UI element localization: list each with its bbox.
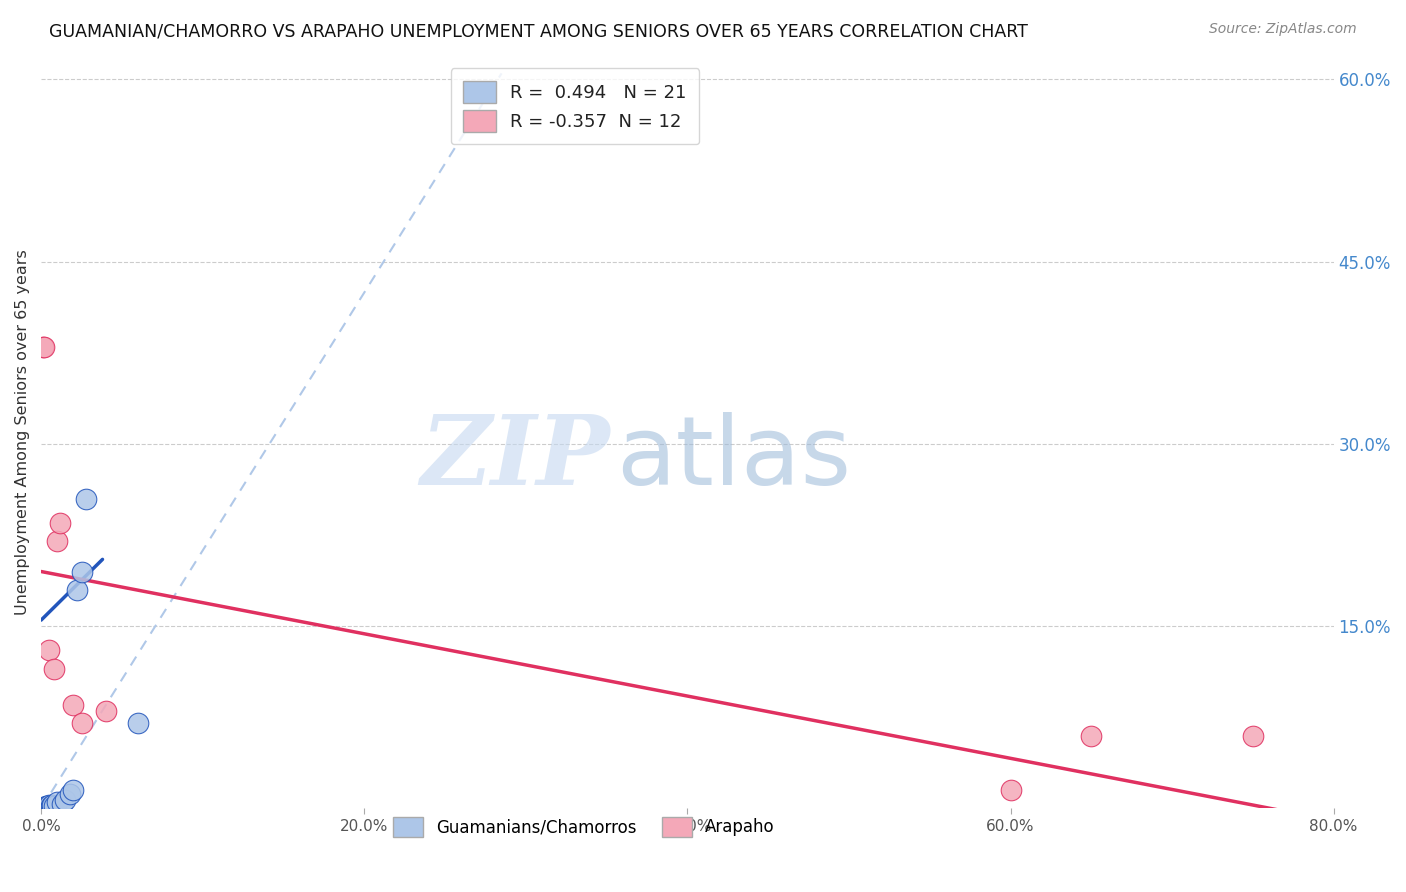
- Point: [94, 704, 117, 718]
- Point: [70, 565, 93, 579]
- Point: [34, 340, 56, 354]
- Text: GUAMANIAN/CHAMORRO VS ARAPAHO UNEMPLOYMENT AMONG SENIORS OVER 65 YEARS CORRELATI: GUAMANIAN/CHAMORRO VS ARAPAHO UNEMPLOYME…: [49, 22, 1028, 40]
- Point: [37, 799, 59, 814]
- Point: [42, 799, 65, 814]
- Point: [62, 783, 84, 797]
- Point: [66, 582, 89, 597]
- Point: [75, 491, 97, 506]
- Point: [42, 662, 65, 676]
- Point: [39, 800, 62, 814]
- Legend: Guamanians/Chamorros, Arapaho: Guamanians/Chamorros, Arapaho: [385, 808, 783, 846]
- Point: [51, 797, 73, 811]
- Point: [49, 516, 72, 530]
- Point: [1080, 729, 1102, 743]
- Point: [53, 793, 76, 807]
- Point: [34, 800, 56, 814]
- Point: [35, 800, 58, 814]
- Y-axis label: Unemployment Among Seniors over 65 years: Unemployment Among Seniors over 65 years: [15, 249, 30, 615]
- Point: [31, 340, 53, 354]
- Point: [59, 787, 82, 801]
- Point: [1241, 729, 1264, 743]
- Point: [41, 800, 63, 814]
- Point: [38, 800, 60, 814]
- Point: [1000, 783, 1022, 797]
- Point: [70, 716, 93, 731]
- Text: atlas: atlas: [616, 411, 852, 505]
- Point: [38, 643, 60, 657]
- Text: ZIP: ZIP: [420, 411, 610, 505]
- Point: [39, 799, 62, 814]
- Point: [41, 797, 63, 812]
- Point: [35, 799, 58, 814]
- Text: Source: ZipAtlas.com: Source: ZipAtlas.com: [1209, 22, 1357, 37]
- Point: [62, 698, 84, 713]
- Point: [46, 534, 69, 549]
- Point: [46, 796, 69, 810]
- Point: [37, 800, 59, 814]
- Point: [38, 797, 60, 812]
- Point: [127, 716, 149, 731]
